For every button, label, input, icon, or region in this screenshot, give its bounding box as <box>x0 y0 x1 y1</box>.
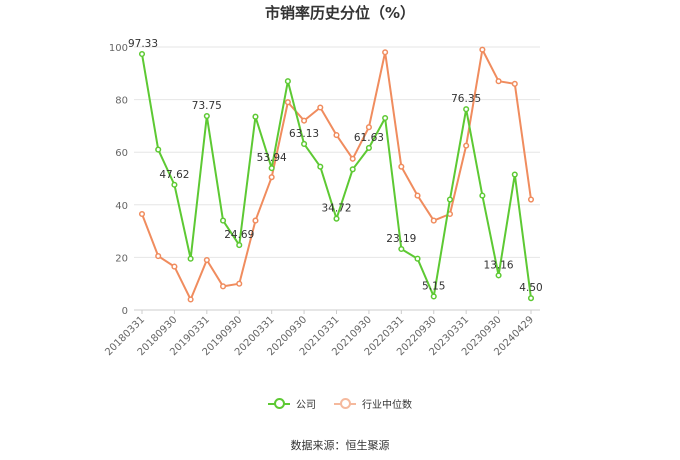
point-company <box>284 78 291 85</box>
legend: 公司 行业中位数 <box>0 396 680 411</box>
point-company <box>252 113 259 120</box>
point-industry-median <box>268 174 275 181</box>
point-industry-median <box>333 132 340 139</box>
point-industry-median <box>317 104 324 111</box>
data-label-company: 53.94 <box>257 152 287 164</box>
point-industry-median <box>219 283 227 290</box>
point-industry-median <box>187 296 194 303</box>
point-company <box>446 196 454 203</box>
y-tick-label: 80 <box>115 96 128 107</box>
data-label-company: 97.33 <box>128 38 158 50</box>
y-tick-label: 0 <box>122 306 128 317</box>
point-industry-median <box>155 253 162 260</box>
point-industry-median <box>203 256 210 264</box>
point-industry-median <box>301 117 308 124</box>
point-company <box>495 272 502 279</box>
data-label-company: 47.62 <box>159 169 189 181</box>
point-company <box>155 146 162 153</box>
data-label-company: 34.72 <box>321 203 351 215</box>
point-company <box>398 245 405 253</box>
point-industry-median <box>527 196 535 203</box>
data-source: 数据来源：恒生聚源 <box>290 439 390 452</box>
point-industry-median <box>236 280 243 287</box>
point-company <box>171 181 178 188</box>
legend-item-industry-median[interactable]: 行业中位数 <box>334 396 412 411</box>
point-company <box>138 50 146 58</box>
series-lines <box>138 46 535 303</box>
series-line-company <box>141 53 532 299</box>
point-industry-median <box>398 163 405 170</box>
data-label-company: 63.13 <box>289 128 319 140</box>
point-company <box>268 165 275 172</box>
point-industry-median <box>414 192 421 199</box>
point-industry-median <box>365 124 372 131</box>
legend-swatch-industry-median <box>334 397 356 409</box>
point-company <box>414 255 421 262</box>
legend-swatch-company <box>268 397 290 409</box>
data-label-company: 13.16 <box>484 259 514 271</box>
point-company <box>349 166 356 173</box>
y-tick-label: 20 <box>115 253 128 264</box>
point-company <box>365 144 372 151</box>
legend-label-company: 公司 <box>296 400 316 411</box>
point-industry-median <box>138 210 146 218</box>
point-company <box>187 255 194 262</box>
point-industry-median <box>171 263 178 270</box>
point-industry-median <box>284 99 291 106</box>
data-label-company: 73.75 <box>192 100 222 112</box>
point-company <box>236 242 243 249</box>
point-company <box>203 112 210 120</box>
point-industry-median <box>430 217 437 224</box>
data-label-company: 24.69 <box>224 229 254 241</box>
legend-item-company[interactable]: 公司 <box>268 396 316 411</box>
point-industry-median <box>511 80 518 87</box>
point-industry-median <box>495 78 502 85</box>
legend-label-industry-median: 行业中位数 <box>362 400 412 411</box>
y-tick-label: 60 <box>115 148 128 159</box>
point-industry-median <box>463 142 470 149</box>
point-company <box>382 114 389 122</box>
point-company <box>479 192 486 199</box>
y-tick-label: 40 <box>115 201 128 212</box>
point-industry-median <box>479 46 486 53</box>
point-company <box>430 293 437 300</box>
point-company <box>301 140 308 148</box>
point-company <box>527 295 535 302</box>
chart-title: 市销率历史分位（%） <box>264 4 416 22</box>
y-tick-label: 100 <box>109 43 128 54</box>
point-company <box>317 163 324 170</box>
point-company <box>463 106 470 113</box>
point-company <box>511 171 518 178</box>
data-label-company: 5.15 <box>422 280 445 292</box>
point-industry-median <box>349 155 356 162</box>
data-label-company: 4.50 <box>519 282 542 294</box>
point-industry-median <box>252 217 259 224</box>
point-company <box>219 217 227 224</box>
data-label-company: 61.63 <box>354 132 384 144</box>
data-label-company: 23.19 <box>386 233 416 245</box>
point-company <box>333 215 340 222</box>
data-label-company: 76.35 <box>451 93 481 105</box>
point-industry-median <box>382 49 389 56</box>
